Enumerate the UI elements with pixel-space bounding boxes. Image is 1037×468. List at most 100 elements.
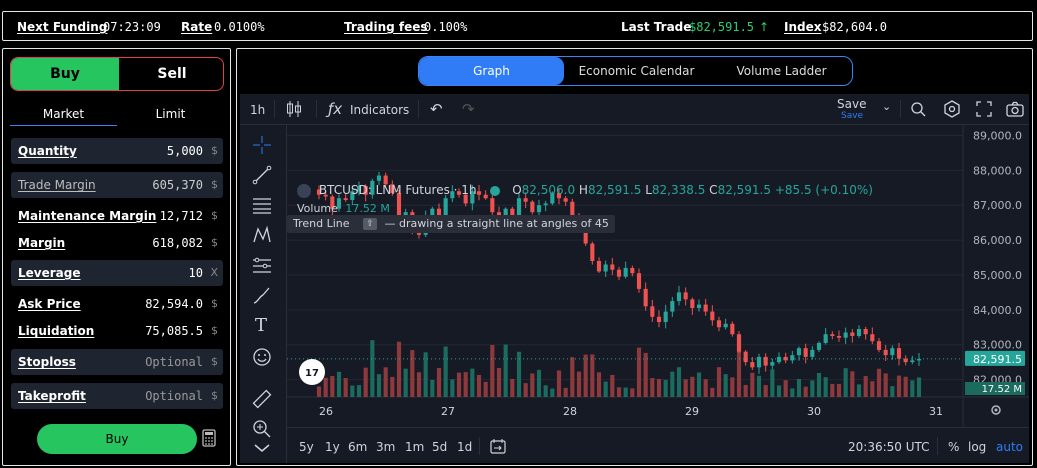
trade-margin-value[interactable]: 605,370 bbox=[152, 178, 203, 192]
candle[interactable] bbox=[523, 198, 528, 202]
candle[interactable] bbox=[650, 306, 655, 317]
candle[interactable] bbox=[356, 186, 362, 192]
candle[interactable] bbox=[776, 356, 782, 363]
chevron-down-icon[interactable]: ⌄ bbox=[882, 100, 892, 113]
candle[interactable] bbox=[856, 329, 862, 336]
candle[interactable] bbox=[730, 323, 735, 335]
buy-tab[interactable]: Buy bbox=[11, 58, 119, 90]
calculator-icon[interactable] bbox=[202, 429, 216, 447]
candle[interactable] bbox=[510, 208, 515, 216]
candle[interactable] bbox=[750, 362, 755, 368]
save-button[interactable]: Save bbox=[837, 97, 867, 111]
candle[interactable] bbox=[670, 301, 675, 312]
candle[interactable] bbox=[843, 332, 848, 338]
candle[interactable] bbox=[343, 198, 348, 200]
candle[interactable] bbox=[903, 358, 908, 363]
takeprofit-field[interactable]: Takeprofit Optional $ bbox=[11, 383, 223, 409]
candle[interactable] bbox=[470, 191, 475, 204]
projection-icon[interactable] bbox=[252, 255, 272, 275]
candle[interactable] bbox=[363, 186, 368, 195]
candle[interactable] bbox=[396, 193, 402, 220]
crosshair-icon[interactable] bbox=[252, 135, 272, 155]
text-tool-icon[interactable]: T bbox=[255, 315, 268, 336]
candle[interactable] bbox=[723, 323, 728, 328]
candle[interactable] bbox=[790, 355, 795, 361]
candle[interactable] bbox=[516, 198, 522, 216]
tab-limit[interactable]: Limit bbox=[155, 107, 186, 121]
candle[interactable] bbox=[436, 208, 442, 220]
maintenance-margin-label[interactable]: Maintenance Margin bbox=[18, 209, 157, 223]
candle[interactable] bbox=[350, 191, 355, 200]
candle[interactable] bbox=[390, 184, 395, 193]
candle[interactable] bbox=[603, 264, 608, 272]
rate-label[interactable]: Rate bbox=[181, 20, 213, 34]
candle[interactable] bbox=[816, 342, 822, 350]
quick-search-icon[interactable] bbox=[910, 101, 926, 117]
candle[interactable] bbox=[690, 299, 695, 309]
stoploss-input[interactable]: Optional bbox=[145, 355, 203, 369]
pattern-icon[interactable] bbox=[252, 225, 272, 245]
auto-toggle[interactable]: auto bbox=[996, 440, 1024, 454]
camera-icon[interactable] bbox=[1006, 101, 1024, 117]
candle[interactable] bbox=[583, 227, 588, 244]
tradingview-logo[interactable]: 17 bbox=[299, 359, 325, 385]
redo-icon[interactable]: ↷ bbox=[462, 100, 475, 118]
candle[interactable] bbox=[743, 351, 748, 363]
candle[interactable] bbox=[736, 334, 742, 352]
index-label[interactable]: Index bbox=[784, 20, 822, 34]
candle[interactable] bbox=[443, 198, 448, 220]
candle[interactable] bbox=[570, 201, 575, 216]
margin-label[interactable]: Margin bbox=[18, 236, 66, 250]
candle[interactable] bbox=[323, 194, 328, 197]
candle[interactable] bbox=[756, 356, 762, 368]
brush-icon[interactable] bbox=[252, 285, 272, 305]
candle[interactable] bbox=[590, 243, 595, 261]
emoji-icon[interactable] bbox=[252, 347, 272, 367]
trend-line-icon[interactable] bbox=[252, 165, 272, 185]
candle[interactable] bbox=[910, 360, 915, 363]
range-1d[interactable]: 1d bbox=[457, 440, 473, 454]
next-funding-label[interactable]: Next Funding bbox=[17, 20, 108, 34]
candle[interactable] bbox=[836, 335, 842, 338]
candle[interactable] bbox=[643, 288, 648, 307]
candle[interactable] bbox=[863, 329, 868, 335]
candle[interactable] bbox=[636, 273, 642, 289]
liquidation-label[interactable]: Liquidation bbox=[18, 324, 95, 338]
symbol-title[interactable]: BTCUSD: LNM Futures · 1h bbox=[318, 183, 477, 197]
candle[interactable] bbox=[663, 311, 668, 323]
range-1m[interactable]: 1m bbox=[405, 440, 425, 454]
candle[interactable] bbox=[596, 261, 602, 272]
tab-market[interactable]: Market bbox=[42, 107, 85, 121]
candle[interactable] bbox=[383, 175, 388, 185]
candle[interactable] bbox=[610, 264, 615, 270]
candle[interactable] bbox=[763, 356, 768, 366]
candle[interactable] bbox=[530, 201, 535, 213]
candle[interactable] bbox=[616, 269, 622, 277]
log-toggle[interactable]: log bbox=[968, 440, 987, 454]
leverage-field[interactable]: Leverage 10 X bbox=[11, 260, 223, 286]
candle[interactable] bbox=[623, 267, 628, 277]
range-5y[interactable]: 5y bbox=[299, 440, 314, 454]
tab-volume-ladder[interactable]: Volume Ladder bbox=[736, 64, 827, 78]
takeprofit-input[interactable]: Optional bbox=[145, 389, 203, 403]
candle[interactable] bbox=[550, 193, 555, 204]
candle[interactable] bbox=[676, 292, 682, 302]
chevron-down-icon[interactable] bbox=[253, 442, 271, 454]
candle[interactable] bbox=[483, 194, 488, 199]
utc-time[interactable]: 20:36:50 UTC bbox=[848, 440, 930, 454]
candle[interactable] bbox=[450, 191, 455, 199]
candle[interactable] bbox=[543, 203, 548, 206]
candle[interactable] bbox=[916, 358, 922, 361]
candle[interactable] bbox=[703, 304, 708, 312]
candle[interactable] bbox=[876, 341, 882, 350]
horizontal-lines-icon[interactable] bbox=[252, 195, 272, 215]
fullscreen-icon[interactable] bbox=[976, 101, 992, 117]
candle[interactable] bbox=[430, 208, 435, 216]
range-3m[interactable]: 3m bbox=[376, 440, 396, 454]
candle[interactable] bbox=[883, 349, 888, 356]
range-5d[interactable]: 5d bbox=[432, 440, 448, 454]
indicators-icon[interactable]: ƒx bbox=[328, 100, 343, 118]
trading-fees-label[interactable]: Trading fees bbox=[344, 20, 428, 34]
quantity-field[interactable]: Quantity 5,000 $ bbox=[11, 138, 223, 164]
candle[interactable] bbox=[490, 198, 495, 213]
